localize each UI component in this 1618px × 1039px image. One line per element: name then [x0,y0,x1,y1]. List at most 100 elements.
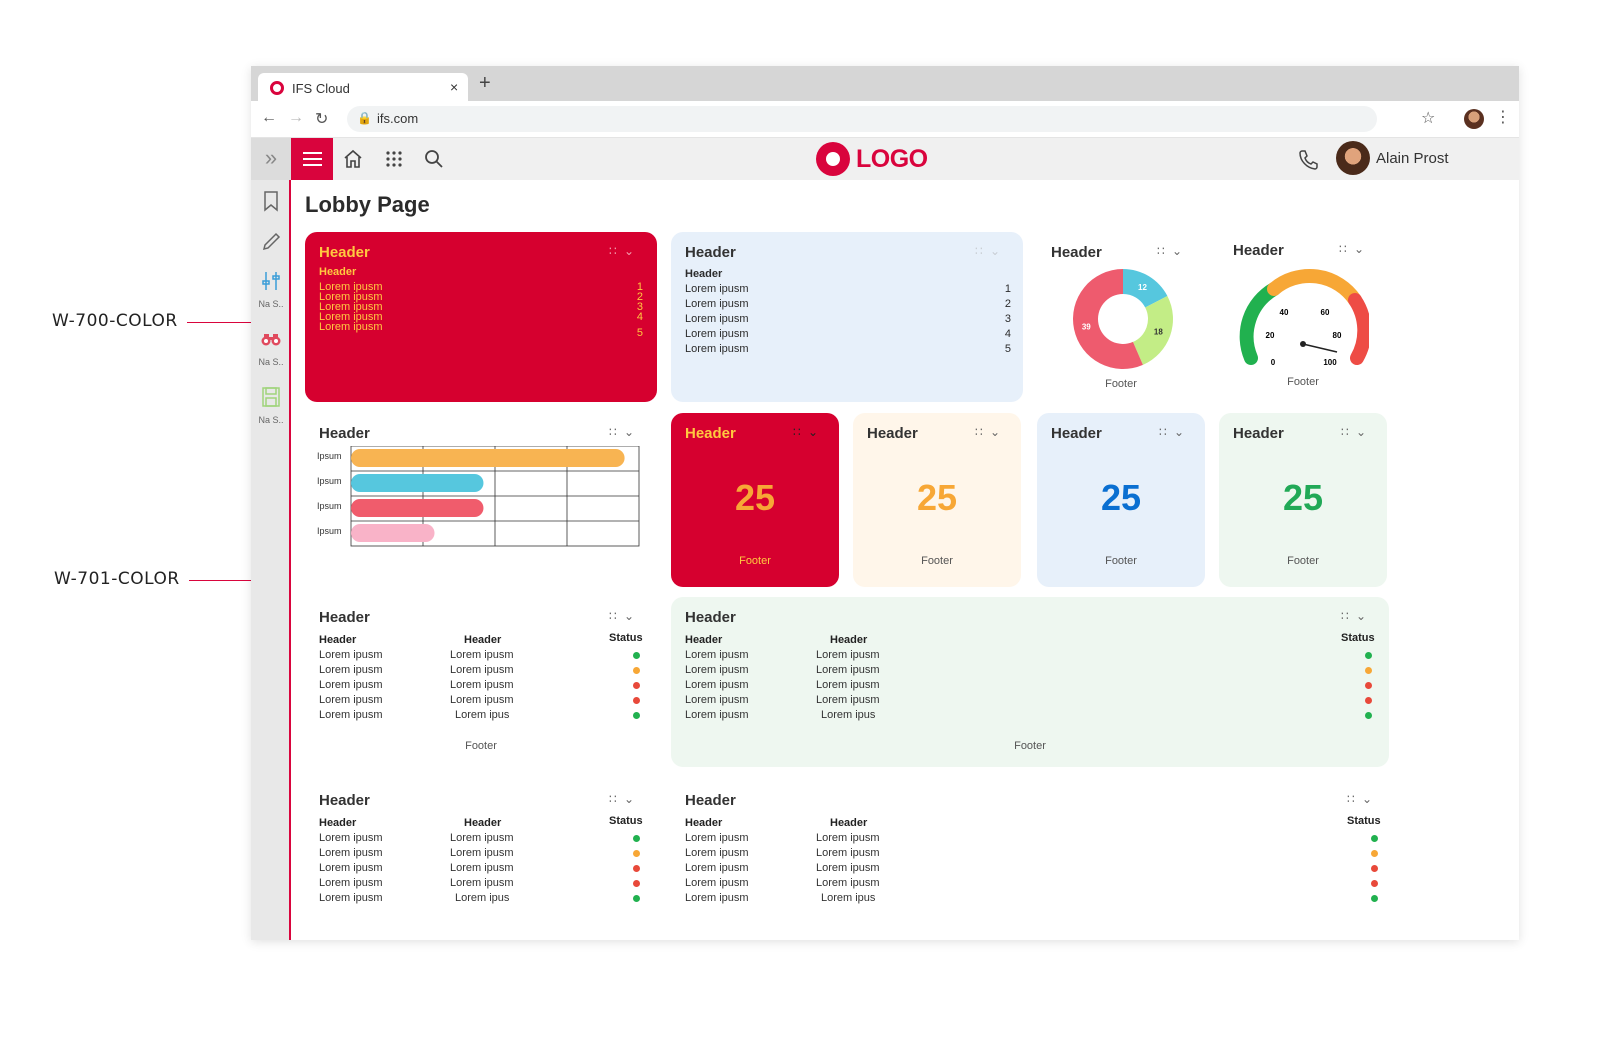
card-footer: Footer [1014,740,1046,752]
browser-profile-avatar[interactable] [1464,109,1484,129]
gauge-card[interactable]: Header ∷ ⌄ 0 20 40 60 80 100 Footer [1219,232,1387,402]
list-card-red[interactable]: Header ∷ ⌄ Header Lorem ipusm Lorem ipus… [305,232,657,402]
bookmark-icon [264,191,278,212]
card-options-icon[interactable]: ∷ ⌄ [609,792,637,806]
column-header: Header [830,634,868,646]
kpi-card-green[interactable]: Header ∷ ⌄ 25 Footer [1219,413,1387,587]
table-cell: Lorem ipusm [319,832,383,844]
sidebar-label: Na S.. [258,299,284,309]
forward-icon[interactable]: → [288,109,304,126]
phone-icon[interactable] [1297,148,1319,170]
callout-w700: W-700-COLOR [52,311,178,331]
list-item: Lorem ipusm [685,328,749,340]
list-item-value: 5 [1004,343,1011,355]
card-header: Header [867,425,918,442]
browser-tab[interactable]: IFS Cloud × [258,73,468,103]
kpi-value: 25 [1282,477,1324,518]
list-item: Lorem ipusm [685,298,749,310]
reload-icon[interactable]: ↻ [315,111,329,128]
url-text: ifs.com [377,111,419,126]
list-subheader: Header [685,268,723,280]
column-header: Header [685,634,723,646]
sidebar-label: Na S.. [258,415,284,425]
url-field[interactable]: 🔒 ifs.com [347,106,1377,132]
status-dot [633,895,640,902]
page-title: Lobby Page [305,192,430,217]
kpi-card-orange[interactable]: Header ∷ ⌄ 25 Footer [853,413,1021,587]
back-icon[interactable]: ← [261,109,277,126]
gauge-band-low [1239,282,1281,365]
card-header: Header [319,609,370,626]
column-header-status: Status [609,632,643,644]
bar-chart-card[interactable]: Header ∷ ⌄ Ipsum Ipsum Ipsum Ipsum [305,413,657,587]
table-card-wide[interactable]: Header ∷ ⌄ Footer Header Header Status Lore… [671,597,1389,767]
card-options-icon[interactable]: ∷ ⌄ [1347,792,1375,806]
expand-sidebar-icon[interactable]: » [251,138,291,180]
table-cell: Lorem ipusm [685,694,749,706]
browser-menu-icon[interactable]: ⋮ [1495,109,1511,126]
sidebar-item-bookmarks[interactable] [251,190,291,217]
gauge-tick: 0 [1271,358,1276,367]
card-header: Header [1233,242,1284,259]
card-options-icon[interactable]: ∷ ⌄ [1339,242,1367,256]
star-icon[interactable]: ☆ [1421,110,1436,127]
status-dot [1371,880,1378,887]
pencil-icon [262,232,281,251]
hamburger-menu-button[interactable] [291,138,333,180]
user-avatar[interactable] [1336,141,1370,175]
kpi-card-red[interactable]: Header ∷ ⌄ 25 Footer [671,413,839,587]
table-cell: Lorem ipusm [450,862,514,874]
status-dot [633,667,640,674]
card-options-icon[interactable]: ∷ ⌄ [975,425,1003,439]
list-card-blue[interactable]: Header ∷ ⌄ Header Lorem ipusm Lorem ipus… [671,232,1023,402]
donut-label: 12 [1138,283,1147,292]
card-options-icon[interactable]: ∷ ⌄ [1157,244,1185,258]
gauge-pivot [1300,341,1306,347]
card-footer: Footer [1105,378,1137,390]
card-footer: Footer [739,555,771,567]
table-cell: Lorem ipusm [319,892,383,904]
sidebar: Na S.. Na S.. Na S.. [251,180,291,940]
status-dot [633,865,640,872]
card-options-icon[interactable]: ∷ ⌄ [609,244,637,258]
table-card[interactable]: Header ∷ ⌄ Footer Header Header Status Lore… [305,597,657,767]
home-icon[interactable] [342,148,364,170]
card-options-icon[interactable]: ∷ ⌄ [1341,425,1369,439]
table-cell: Lorem ipusm [816,649,880,661]
logo-text: LOGO [856,145,928,173]
table-cell: Lorem ipusm [685,847,749,859]
table-card-2[interactable]: Header ∷ ⌄ Header Header Status Lorem ipusm… [305,780,657,940]
search-icon[interactable] [423,148,445,170]
tab-close-icon[interactable]: × [450,79,459,95]
kpi-value: 25 [916,477,958,518]
table-cell: Lorem ipusm [816,847,880,859]
table-cell: Lorem ipusm [816,877,880,889]
apps-grid-icon[interactable] [383,148,405,170]
donut-chart-card[interactable]: Header ∷ ⌄ 12 18 39 Footer [1037,232,1205,402]
table-cell: Lorem ipusm [685,877,749,889]
list-item-value: 3 [1004,313,1011,325]
user-name[interactable]: Alain Prost [1376,150,1449,167]
card-options-icon[interactable]: ∷ ⌄ [793,425,821,439]
sidebar-item-navigator-1[interactable]: Na S.. [251,270,291,309]
table-cell: Lorem ipusm [816,694,880,706]
card-options-icon[interactable]: ∷ ⌄ [1341,609,1369,623]
bar-category-label: Ipsum [317,476,342,486]
sidebar-item-navigator-2[interactable]: Na S.. [251,328,291,367]
card-footer: Footer [921,555,953,567]
table-card-wide-2[interactable]: Header ∷ ⌄ Header Header Status Lorem ipusm… [671,780,1389,940]
status-dot [633,850,640,857]
list-item-value: 1 [636,281,643,293]
sidebar-item-navigator-3[interactable]: Na S.. [251,386,291,425]
card-header: Header [1051,244,1102,261]
list-subheader: Header [319,266,357,278]
card-options-icon[interactable]: ∷ ⌄ [975,244,1003,258]
new-tab-button[interactable]: + [479,72,491,94]
kpi-card-blue[interactable]: Header ∷ ⌄ 25 Footer [1037,413,1205,587]
card-options-icon[interactable]: ∷ ⌄ [609,425,637,439]
card-options-icon[interactable]: ∷ ⌄ [609,609,637,623]
status-dot [1371,835,1378,842]
sidebar-item-edit[interactable] [251,230,291,257]
card-options-icon[interactable]: ∷ ⌄ [1159,425,1187,439]
gauge-band-high [1348,293,1369,365]
